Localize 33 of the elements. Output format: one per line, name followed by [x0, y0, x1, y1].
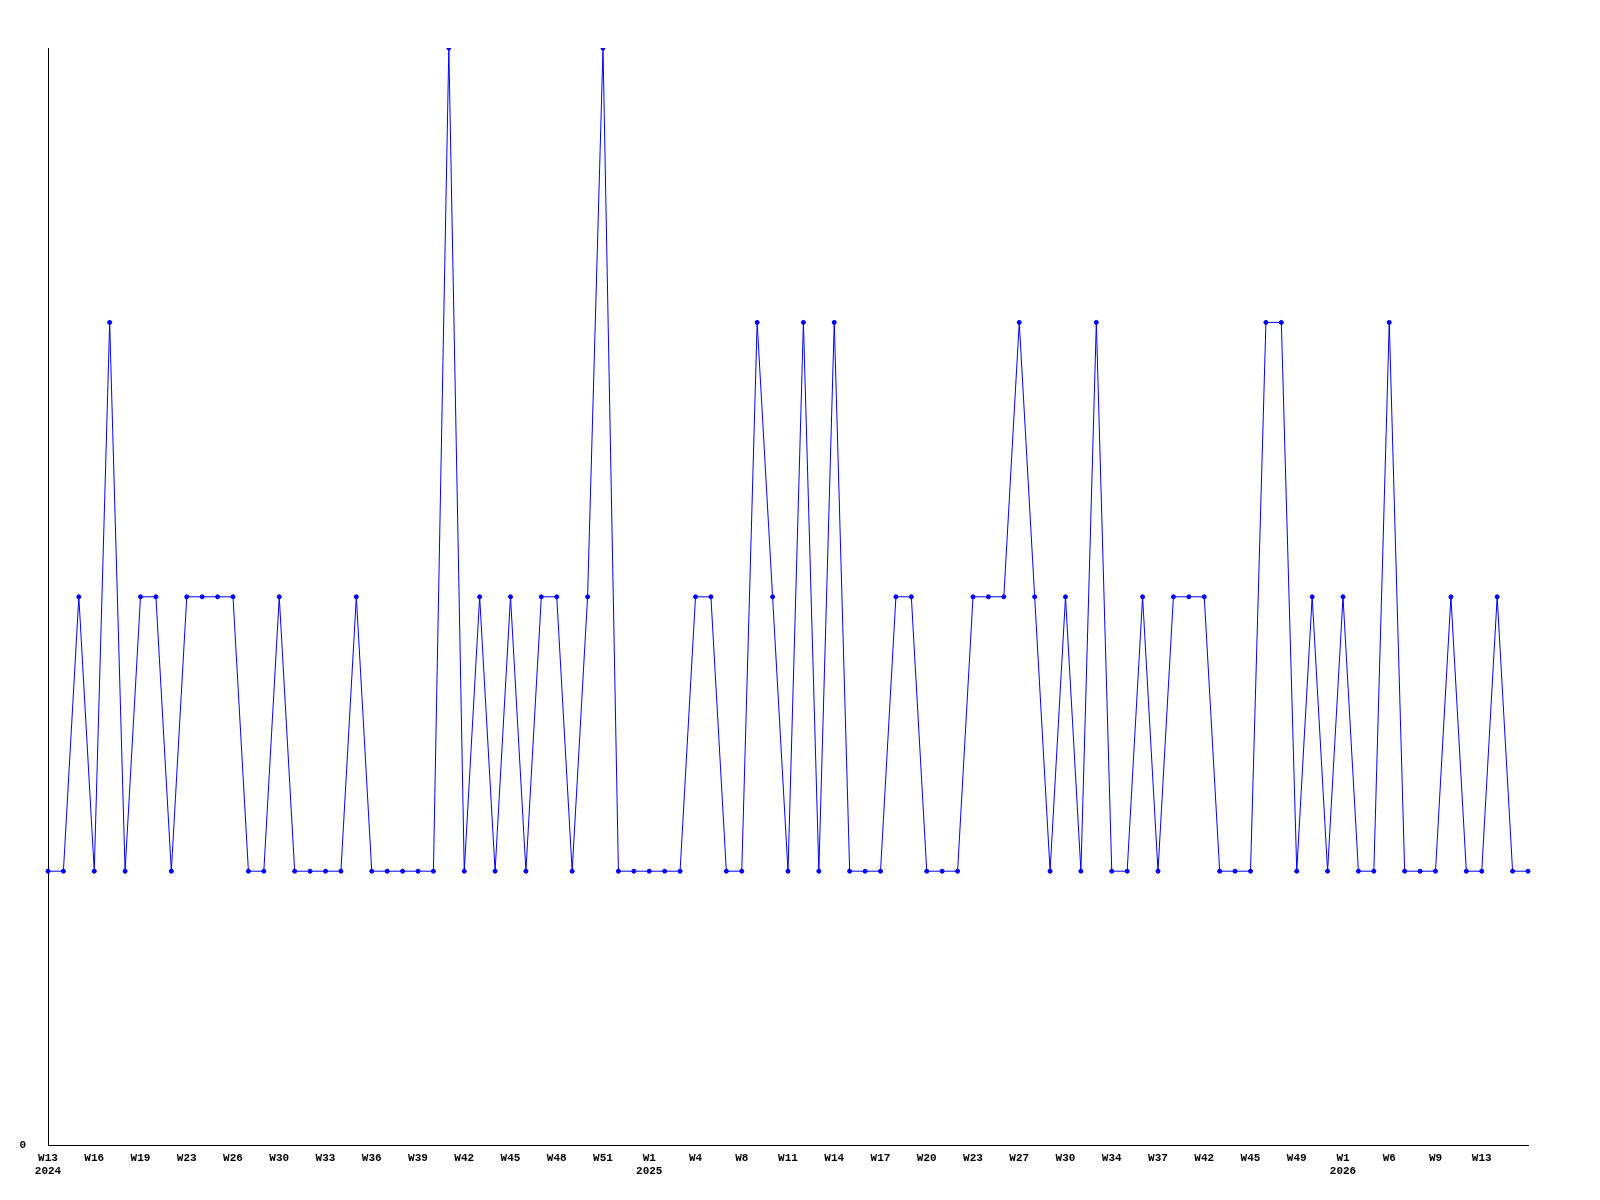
x-tick-label: W42	[1194, 1151, 1215, 1164]
x-tick-label: W36	[361, 1151, 382, 1164]
x-tick-label: W39	[408, 1151, 428, 1164]
text: 0	[19, 1139, 26, 1152]
x-tick-label: W23	[176, 1151, 198, 1164]
x-tick-label: W45	[1240, 1151, 1261, 1164]
x-tick-label: W48	[546, 1151, 568, 1164]
x-tick-label: W16	[84, 1151, 105, 1164]
x-tick-label: W13	[1471, 1151, 1493, 1164]
x-tick-label: W49	[1286, 1151, 1307, 1164]
x-tick-label: W30	[269, 1151, 290, 1164]
x-tick-label: W11	[778, 1151, 799, 1164]
x-tick-label: W6	[1382, 1151, 1396, 1164]
x-tick-label: W51	[593, 1151, 614, 1164]
x-tick-label: W9	[1428, 1151, 1443, 1164]
x-tick-label: W34	[1101, 1151, 1123, 1164]
x-tick-label: W13 2024	[34, 1151, 62, 1178]
x-tick-label: W14	[824, 1151, 845, 1164]
x-tick-label: W20	[916, 1151, 937, 1164]
x-tick-label: W45	[500, 1151, 521, 1164]
x-tick-label: W4	[688, 1151, 703, 1164]
x-tick-label: W8	[735, 1151, 749, 1164]
x-tick-label: W1 2025	[636, 1151, 663, 1178]
x-tick-label: W30	[1055, 1151, 1076, 1164]
x-tick-label: W23	[963, 1151, 984, 1164]
x-tick-label: W19	[130, 1151, 151, 1164]
x-tick-label: W27	[1009, 1151, 1030, 1164]
x-tick-label: W1 2026	[1329, 1151, 1357, 1178]
x-tick-label: W33	[315, 1151, 336, 1164]
x-tick-label: W17	[870, 1151, 891, 1164]
x-tick-label: W37	[1148, 1151, 1168, 1164]
x-tick-label: W42	[454, 1151, 475, 1164]
x-tick-label: W26	[223, 1151, 243, 1164]
